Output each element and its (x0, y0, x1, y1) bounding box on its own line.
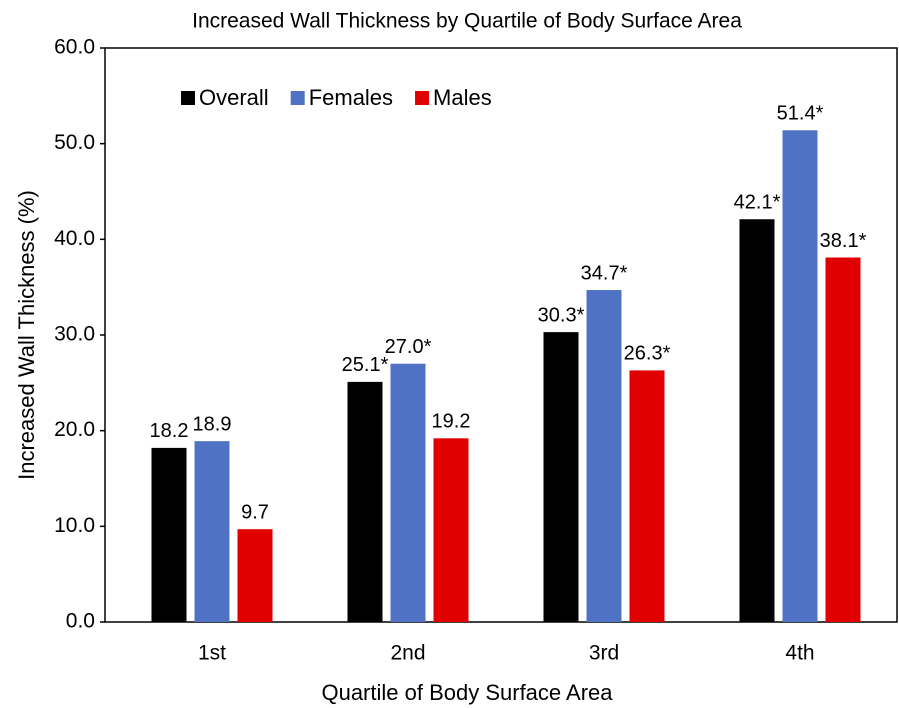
bar (390, 363, 426, 622)
value-label: 27.0* (385, 336, 432, 358)
value-label: 9.7 (241, 501, 269, 523)
bar (194, 441, 230, 622)
legend-swatch (181, 91, 195, 105)
bar (782, 130, 818, 623)
y-tick-label: 20.0 (54, 418, 95, 441)
value-label: 30.3* (538, 304, 585, 326)
value-label: 26.3* (624, 343, 671, 365)
y-tick-label: 40.0 (54, 227, 95, 250)
y-tick-label: 60.0 (54, 36, 95, 59)
bar (151, 447, 187, 622)
value-label: 51.4* (777, 103, 824, 125)
bar (629, 370, 665, 622)
y-tick-label: 10.0 (54, 514, 95, 537)
x-axis-label: Quartile of Body Surface Area (321, 680, 613, 705)
value-label: 18.9 (193, 413, 232, 435)
legend-swatch (290, 91, 305, 105)
legend-label: Overall (199, 85, 269, 110)
value-label: 38.1* (820, 230, 867, 252)
bar (543, 332, 579, 622)
legend-label: Males (433, 85, 492, 110)
value-label: 19.2 (432, 411, 471, 433)
legend-swatch (415, 91, 430, 105)
value-label: 42.1* (734, 192, 781, 214)
bar (586, 290, 622, 622)
bar (433, 438, 469, 622)
y-tick-label: 50.0 (54, 131, 95, 154)
y-tick-label: 0.0 (66, 610, 95, 633)
legend-label: Females (309, 85, 393, 110)
bar (237, 529, 273, 622)
bar (739, 219, 775, 622)
x-tick-label: 1st (198, 642, 226, 665)
value-label: 34.7* (581, 262, 628, 284)
x-tick-label: 4th (785, 642, 814, 665)
y-tick-label: 30.0 (54, 323, 95, 346)
x-tick-label: 3rd (589, 642, 619, 665)
value-label: 25.1* (342, 354, 389, 376)
bar (347, 381, 383, 622)
x-tick-label: 2nd (390, 642, 425, 665)
value-label: 18.2 (150, 420, 189, 442)
y-axis-label: Increased Wall Thickness (%) (14, 190, 39, 480)
bar (825, 257, 861, 622)
chart-title: Increased Wall Thickness by Quartile of … (192, 10, 742, 33)
